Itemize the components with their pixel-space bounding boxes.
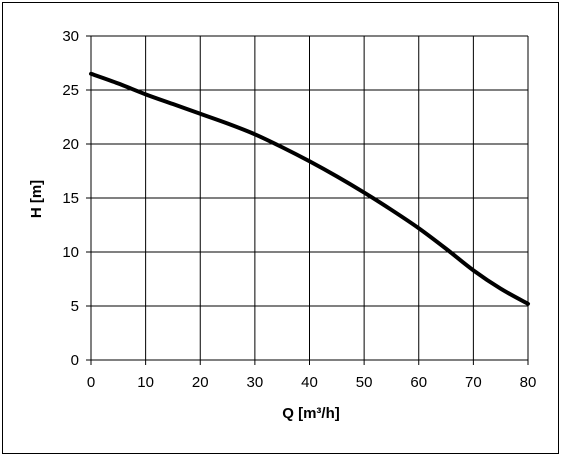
y-tick-label: 25: [62, 82, 79, 99]
tick-labels: 0 10 20 30 40 50 60 70 80 0 5 10 15 20 25 30: [62, 28, 536, 391]
y-tick-label: 10: [62, 244, 79, 261]
y-tick-label: 30: [62, 28, 79, 45]
x-tick-label: 20: [192, 374, 209, 391]
x-tick-label: 10: [137, 374, 154, 391]
y-axis-label: H [m]: [28, 180, 45, 218]
chart-frame: 0 10 20 30 40 50 60 70 80 0 5 10 15 20 25 30 Q [m³/h] H…: [2, 2, 559, 454]
x-axis-label: Q [m³/h]: [282, 405, 340, 422]
y-tick-label: 5: [71, 298, 79, 315]
y-tick-label: 0: [71, 352, 79, 369]
x-tick-label: 40: [301, 374, 318, 391]
x-tick-label: 50: [356, 374, 373, 391]
x-tick-label: 60: [410, 374, 427, 391]
x-tick-label: 0: [87, 374, 95, 391]
grid: [86, 35, 529, 365]
series-line: [89, 71, 530, 306]
y-tick-label: 20: [62, 136, 79, 153]
x-tick-label: 80: [520, 374, 537, 391]
series-layer: [89, 71, 530, 306]
x-tick-label: 30: [247, 374, 264, 391]
y-tick-label: 15: [62, 190, 79, 207]
x-tick-label: 70: [465, 374, 482, 391]
